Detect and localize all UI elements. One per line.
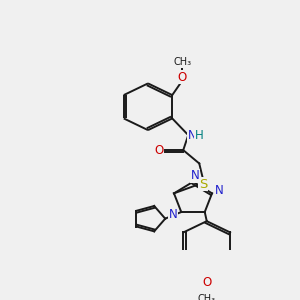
Text: O: O [154,144,164,157]
Text: H: H [195,129,204,142]
Text: N: N [214,184,224,197]
Text: O: O [202,276,212,290]
Text: N: N [169,208,178,221]
Text: O: O [178,70,187,84]
Text: N: N [188,129,197,142]
Text: CH₃: CH₃ [198,294,216,300]
Text: S: S [199,178,207,191]
Text: CH₃: CH₃ [173,57,191,67]
Text: N: N [190,169,200,182]
